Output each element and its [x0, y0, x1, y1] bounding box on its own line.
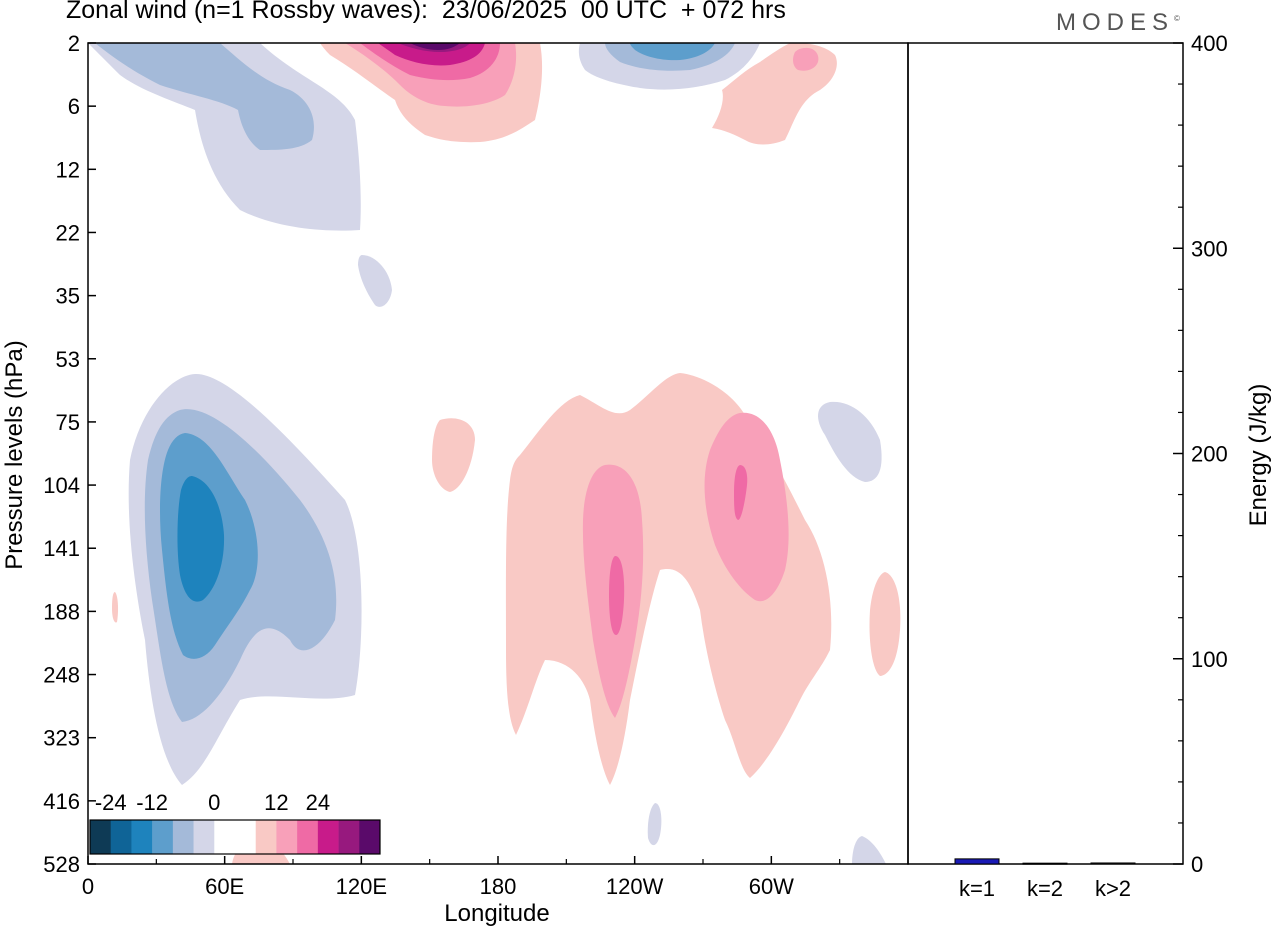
colorbar-swatch	[255, 820, 277, 854]
x-tick-label: 120E	[336, 874, 387, 899]
energy-bar	[1022, 862, 1068, 865]
contour-pos-topright-level2	[793, 47, 819, 71]
contour-neg-topright-level3	[630, 43, 715, 61]
colorbar-swatch	[235, 820, 257, 854]
colorbar-swatch	[131, 820, 153, 854]
colorbar-swatch	[193, 820, 215, 854]
energy-bar-label: k>2	[1095, 876, 1131, 901]
brand-mark: ©	[1174, 14, 1180, 23]
y-tick-label: 6	[68, 94, 80, 119]
contour-neg-bottom-b	[852, 836, 886, 864]
x-tick-label: 120W	[606, 874, 664, 899]
contour-neg-lower-level4	[177, 476, 225, 602]
contour-pos-small-left	[112, 592, 119, 623]
x-tick-label: 60E	[205, 874, 244, 899]
colorbar-swatch	[317, 820, 339, 854]
y-tick-label: 528	[43, 852, 80, 877]
heatmap-x-axis-label: Longitude	[444, 900, 549, 927]
energy-bars: k=1 k=2 k>2	[954, 858, 1136, 901]
energy-tick-label: 100	[1191, 647, 1228, 672]
x-tick-label: 180	[480, 874, 517, 899]
brand-logo: MODES©	[1056, 9, 1180, 37]
colorbar-swatch	[338, 820, 360, 854]
heatmap-y-axis: 2 6 12 22 35 53 75 104 141 188 248 323 416 528	[43, 31, 96, 877]
y-tick-label: 12	[56, 157, 80, 182]
contour-pos-lower-level1	[432, 418, 475, 492]
colorbar-label: -12	[136, 790, 168, 815]
brand-text: MODES	[1056, 9, 1175, 36]
colorbar-label: -24	[95, 790, 127, 815]
contour-pos-lower-level1-main	[505, 373, 832, 785]
energy-tick-label: 200	[1191, 442, 1228, 467]
colorbar: -24 -12 0 12 24	[89, 790, 381, 855]
colorbar-swatch	[214, 820, 236, 854]
contour-neg-upper-level1	[88, 43, 361, 231]
contour-neg-right-upper	[818, 401, 882, 482]
heatmap-x-axis: 0 60E 120E 180 120W 60W	[82, 856, 841, 899]
colorbar-label: 12	[264, 790, 288, 815]
energy-bar-label: k=1	[959, 876, 995, 901]
y-tick-label: 248	[43, 663, 80, 688]
contour-neg-small-island	[358, 255, 392, 307]
heatmap-y-axis-label: Pressure levels (hPa)	[1, 340, 28, 569]
x-tick-label: 0	[82, 874, 94, 899]
energy-bar	[1090, 862, 1136, 865]
x-tick-label: 60W	[749, 874, 794, 899]
energy-bar-label: k=2	[1027, 876, 1063, 901]
contour-neg-upper-level2	[95, 43, 314, 150]
y-tick-label: 323	[43, 726, 80, 751]
contour-pos-lower-level3-a	[609, 555, 625, 635]
energy-tick-label: 400	[1191, 31, 1228, 56]
contour-pos-top-level6	[410, 43, 460, 50]
y-tick-label: 104	[43, 473, 80, 498]
chart-title: Zonal wind (n=1 Rossby waves): 23/06/202…	[66, 0, 786, 24]
colorbar-swatch	[297, 820, 319, 854]
contour-pos-lower-level3-b	[734, 465, 748, 520]
contour-pos-right-edge	[869, 572, 901, 676]
contour-pos-lower-level2-b	[704, 412, 789, 602]
energy-y-axis-label: Energy (J/kg)	[1245, 384, 1272, 527]
colorbar-frame	[89, 819, 381, 855]
colorbar-swatch	[359, 820, 381, 854]
energy-bar	[954, 858, 1000, 865]
y-tick-label: 22	[56, 220, 80, 245]
colorbar-label: 0	[208, 790, 220, 815]
energy-tick-label: 300	[1191, 236, 1228, 261]
y-tick-label: 141	[43, 536, 80, 561]
colorbar-swatch	[90, 820, 112, 854]
y-tick-label: 2	[68, 31, 80, 56]
y-tick-label: 188	[43, 599, 80, 624]
y-tick-label: 35	[56, 284, 80, 309]
colorbar-swatch	[172, 820, 194, 854]
colorbar-swatch	[152, 820, 174, 854]
contour-field	[88, 43, 901, 864]
energy-tick-label: 0	[1191, 852, 1203, 877]
colorbar-label: 24	[306, 790, 330, 815]
y-tick-label: 53	[56, 347, 80, 372]
energy-y-axis: 0 100 200 300 400	[1173, 31, 1228, 877]
y-tick-label: 75	[56, 410, 80, 435]
energy-panel-frame	[907, 42, 1184, 865]
contour-neg-bottom-a	[647, 803, 662, 846]
colorbar-swatch	[276, 820, 298, 854]
colorbar-swatch	[110, 820, 132, 854]
y-tick-label: 416	[43, 789, 80, 814]
